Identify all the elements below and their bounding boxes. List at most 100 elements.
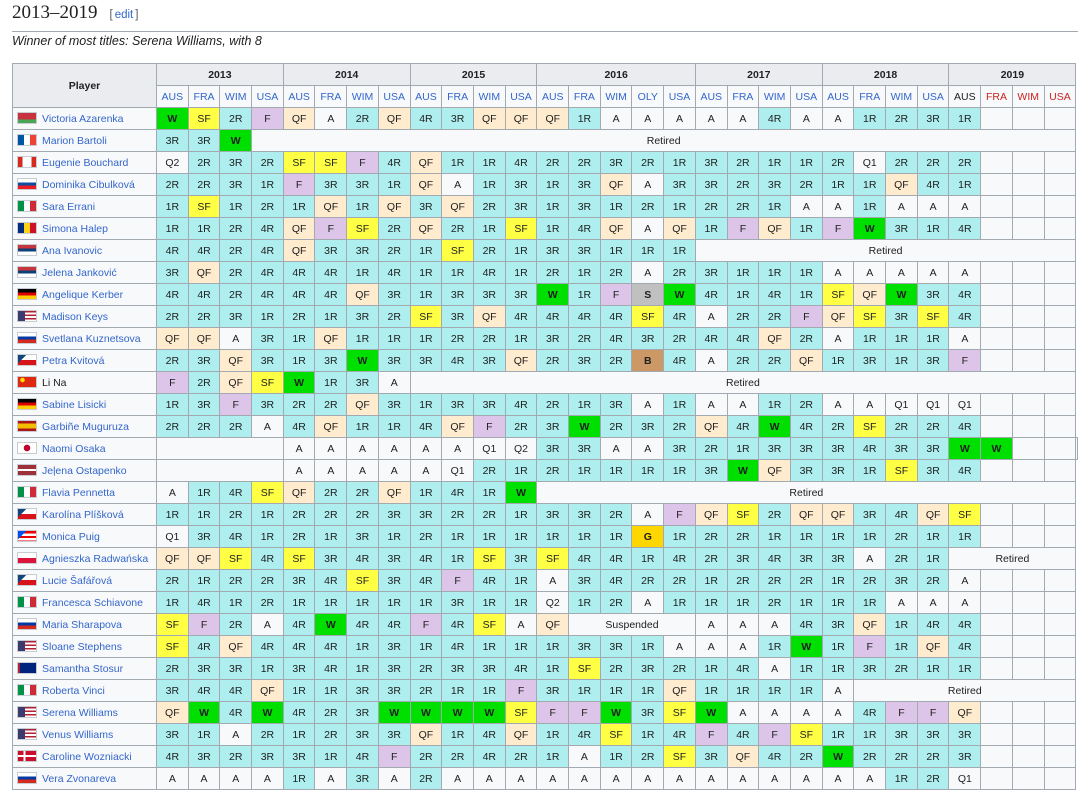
flag-icon[interactable] [17,398,37,410]
tournament-header-usa[interactable]: USA [1043,85,1077,108]
flag-icon[interactable] [17,486,37,498]
flag-icon[interactable] [17,728,37,740]
flag-icon[interactable] [17,420,37,432]
player-name[interactable]: Roberta Vinci [42,685,105,697]
player-name[interactable]: Francesca Schiavone [42,597,143,609]
tournament-header-usa[interactable]: USA [251,85,284,108]
result-cell: 2R [314,481,348,504]
result-cell: W [885,283,918,306]
tournament-header-wim[interactable]: WIM [472,85,506,108]
tournament-header-fra[interactable]: FRA [441,85,474,108]
result-cell: Q1 [948,767,982,790]
result-cell: 2R [409,657,443,680]
tournament-header-aus[interactable]: AUS [282,85,316,108]
tournament-header-aus[interactable]: AUS [536,85,570,108]
flag-icon[interactable] [17,376,37,388]
tournament-header-usa[interactable]: USA [663,85,696,108]
player-name[interactable]: Lucie Šafářová [42,575,113,587]
player-name[interactable]: Monica Puig [42,531,100,543]
tournament-header-aus[interactable]: AUS [821,85,855,108]
flag-icon[interactable] [17,706,37,718]
flag-icon[interactable] [17,156,37,168]
flag-icon[interactable] [17,112,37,124]
tournament-header-fra[interactable]: FRA [568,85,601,108]
player-name[interactable]: Madison Keys [42,311,108,323]
flag-icon[interactable] [17,178,37,190]
flag-icon[interactable] [17,222,37,234]
flag-icon[interactable] [17,618,37,630]
flag-icon[interactable] [17,464,37,476]
result-cell [1043,173,1077,196]
flag-icon[interactable] [17,596,37,608]
tournament-header-aus[interactable]: AUS [694,85,728,108]
player-name[interactable]: Sara Errani [42,201,96,213]
flag-icon[interactable] [17,310,37,322]
result-cell: 2R [758,503,791,526]
player-name[interactable]: Karolína Plíšková [42,509,124,521]
tournament-header-wim[interactable]: WIM [885,85,918,108]
player-name[interactable]: Svetlana Kuznetsova [42,333,141,345]
player-name[interactable]: Naomi Osaka [42,443,106,455]
tournament-header-wim[interactable]: WIM [599,85,633,108]
tournament-header-usa[interactable]: USA [789,85,823,108]
flag-icon[interactable] [17,640,37,652]
result-cell: 3R [251,349,284,372]
player-name[interactable]: Marion Bartoli [42,135,107,147]
tournament-header-aus[interactable]: AUS [409,85,443,108]
player-name[interactable]: Petra Kvitová [42,355,105,367]
tournament-header-usa[interactable]: USA [377,85,411,108]
tournament-header-fra[interactable]: FRA [853,85,887,108]
tournament-header-fra[interactable]: FRA [726,85,760,108]
tournament-header-fra[interactable]: FRA [187,85,221,108]
flag-icon[interactable] [17,244,37,256]
flag-icon[interactable] [17,134,37,146]
result-cell: 3R [219,657,253,680]
tournament-header-wim[interactable]: WIM [1011,85,1045,108]
player-name[interactable]: Maria Sharapova [42,619,122,631]
tournament-header-wim[interactable]: WIM [758,85,791,108]
player-name[interactable]: Vera Zvonareva [42,773,117,785]
tournament-header-wim[interactable]: WIM [346,85,379,108]
flag-icon[interactable] [17,332,37,344]
player-name[interactable]: Ana Ivanovic [42,245,103,257]
tournament-header-usa[interactable]: USA [916,85,950,108]
player-name[interactable]: Garbiñe Muguruza [42,421,129,433]
player-name[interactable]: Sabine Lisicki [42,399,107,411]
player-name[interactable]: Victoria Azarenka [42,113,124,125]
player-name[interactable]: Jelena Janković [42,267,117,279]
player-name[interactable]: Jeļena Ostapenko [42,465,127,477]
flag-icon[interactable] [17,750,37,762]
flag-icon[interactable] [17,266,37,278]
tournament-header-aus[interactable]: AUS [156,85,189,108]
flag-icon[interactable] [17,530,37,542]
player-name[interactable]: Simona Halep [42,223,108,235]
player-name[interactable]: Serena Williams [42,707,118,719]
flag-icon[interactable] [17,574,37,586]
result-cell [1043,261,1077,284]
tournament-header-oly[interactable]: OLY [631,85,665,108]
result-cell: 1R [346,635,379,658]
flag-icon[interactable] [17,442,37,454]
tournament-header-wim[interactable]: WIM [219,85,253,108]
flag-icon[interactable] [17,772,37,784]
flag-icon[interactable] [17,508,37,520]
player-name[interactable]: Flavia Pennetta [42,487,115,499]
tournament-header-fra[interactable]: FRA [314,85,348,108]
player-name[interactable]: Samantha Stosur [42,663,124,675]
flag-icon[interactable] [17,200,37,212]
player-name[interactable]: Eugenie Bouchard [42,157,129,169]
edit-link[interactable]: edit [114,9,134,21]
player-name[interactable]: Caroline Wozniacki [42,751,132,763]
player-name[interactable]: Agnieszka Radwańska [42,553,149,565]
player-name[interactable]: Sloane Stephens [42,641,122,653]
flag-icon[interactable] [17,662,37,674]
player-name[interactable]: Angelique Kerber [42,289,124,301]
flag-icon[interactable] [17,288,37,300]
tournament-header-fra[interactable]: FRA [980,85,1013,108]
player-name[interactable]: Dominika Cibulková [42,179,135,191]
player-name[interactable]: Venus Williams [42,729,114,741]
tournament-header-usa[interactable]: USA [504,85,538,108]
flag-icon[interactable] [17,354,37,366]
flag-icon[interactable] [17,684,37,696]
flag-icon[interactable] [17,552,37,564]
